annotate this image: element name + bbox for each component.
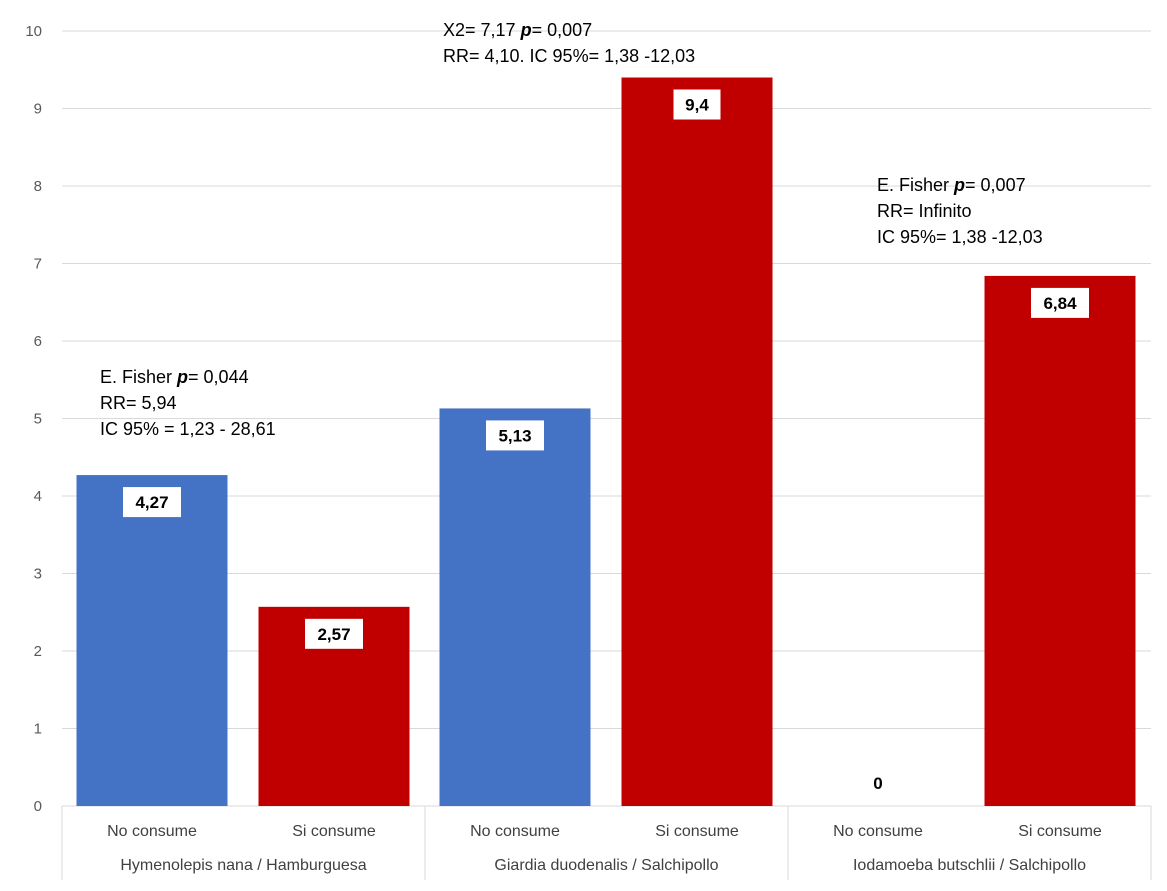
x-category-label: No consume: [470, 823, 560, 840]
data-label: 0: [873, 774, 882, 793]
data-label: 6,84: [1043, 294, 1077, 313]
data-label: 9,4: [685, 96, 709, 115]
y-tick-label: 10: [25, 23, 42, 40]
x-group-label: Giardia duodenalis / Salchipollo: [494, 857, 718, 874]
data-label: 4,27: [135, 493, 168, 512]
stat-annotation: E. Fisher p= 0,044: [100, 367, 249, 387]
y-tick-label: 3: [34, 566, 42, 583]
x-category-label: Si consume: [1018, 823, 1102, 840]
y-tick-label: 9: [34, 101, 42, 118]
stat-annotation: RR= Infinito: [877, 201, 972, 221]
y-tick-label: 8: [34, 178, 42, 195]
stat-annotation: X2= 7,17 p= 0,007: [443, 20, 592, 40]
data-label: 5,13: [498, 426, 531, 445]
x-group-label: Hymenolepis nana / Hamburguesa: [120, 857, 366, 874]
y-tick-label: 7: [34, 256, 42, 273]
x-category-label: Si consume: [655, 823, 739, 840]
data-label-box: [486, 420, 544, 451]
y-tick-label: 2: [34, 643, 42, 660]
x-category-label: No consume: [833, 823, 923, 840]
data-label-box: [305, 618, 363, 649]
bar: [984, 275, 1136, 806]
y-tick-label: 1: [34, 721, 42, 738]
data-label-box: [123, 487, 181, 518]
stat-annotation: E. Fisher p= 0,007: [877, 175, 1026, 195]
bar: [621, 77, 773, 806]
x-group-label: Iodamoeba butschlii / Salchipollo: [853, 857, 1086, 874]
y-tick-label: 5: [34, 411, 42, 428]
bar: [439, 408, 591, 806]
data-label-box: [673, 89, 721, 120]
data-label-box: [1031, 287, 1089, 318]
bar: [76, 475, 228, 806]
stat-annotation: RR= 5,94: [100, 393, 177, 413]
data-label: 2,57: [317, 625, 350, 644]
stat-annotation: RR= 4,10. IC 95%= 1,38 -12,03: [443, 46, 695, 66]
y-tick-label: 4: [34, 488, 42, 505]
stat-annotation: IC 95% = 1,23 - 28,61: [100, 419, 276, 439]
y-tick-label: 6: [34, 333, 42, 350]
x-category-label: Si consume: [292, 823, 376, 840]
y-tick-label: 0: [34, 798, 42, 815]
x-category-label: No consume: [107, 823, 197, 840]
stat-annotation: IC 95%= 1,38 -12,03: [877, 227, 1043, 247]
